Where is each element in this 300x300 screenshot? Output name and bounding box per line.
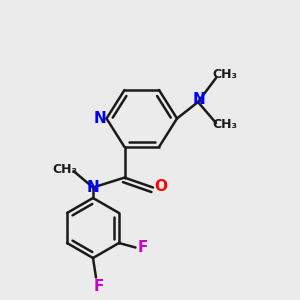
- Text: N: N: [192, 92, 205, 107]
- Text: F: F: [93, 279, 103, 294]
- Text: O: O: [154, 179, 167, 194]
- Text: N: N: [94, 111, 106, 126]
- Text: CH₃: CH₃: [212, 118, 238, 131]
- Text: CH₃: CH₃: [52, 163, 78, 176]
- Text: CH₃: CH₃: [212, 68, 238, 82]
- Text: F: F: [138, 240, 148, 255]
- Text: N: N: [87, 180, 99, 195]
